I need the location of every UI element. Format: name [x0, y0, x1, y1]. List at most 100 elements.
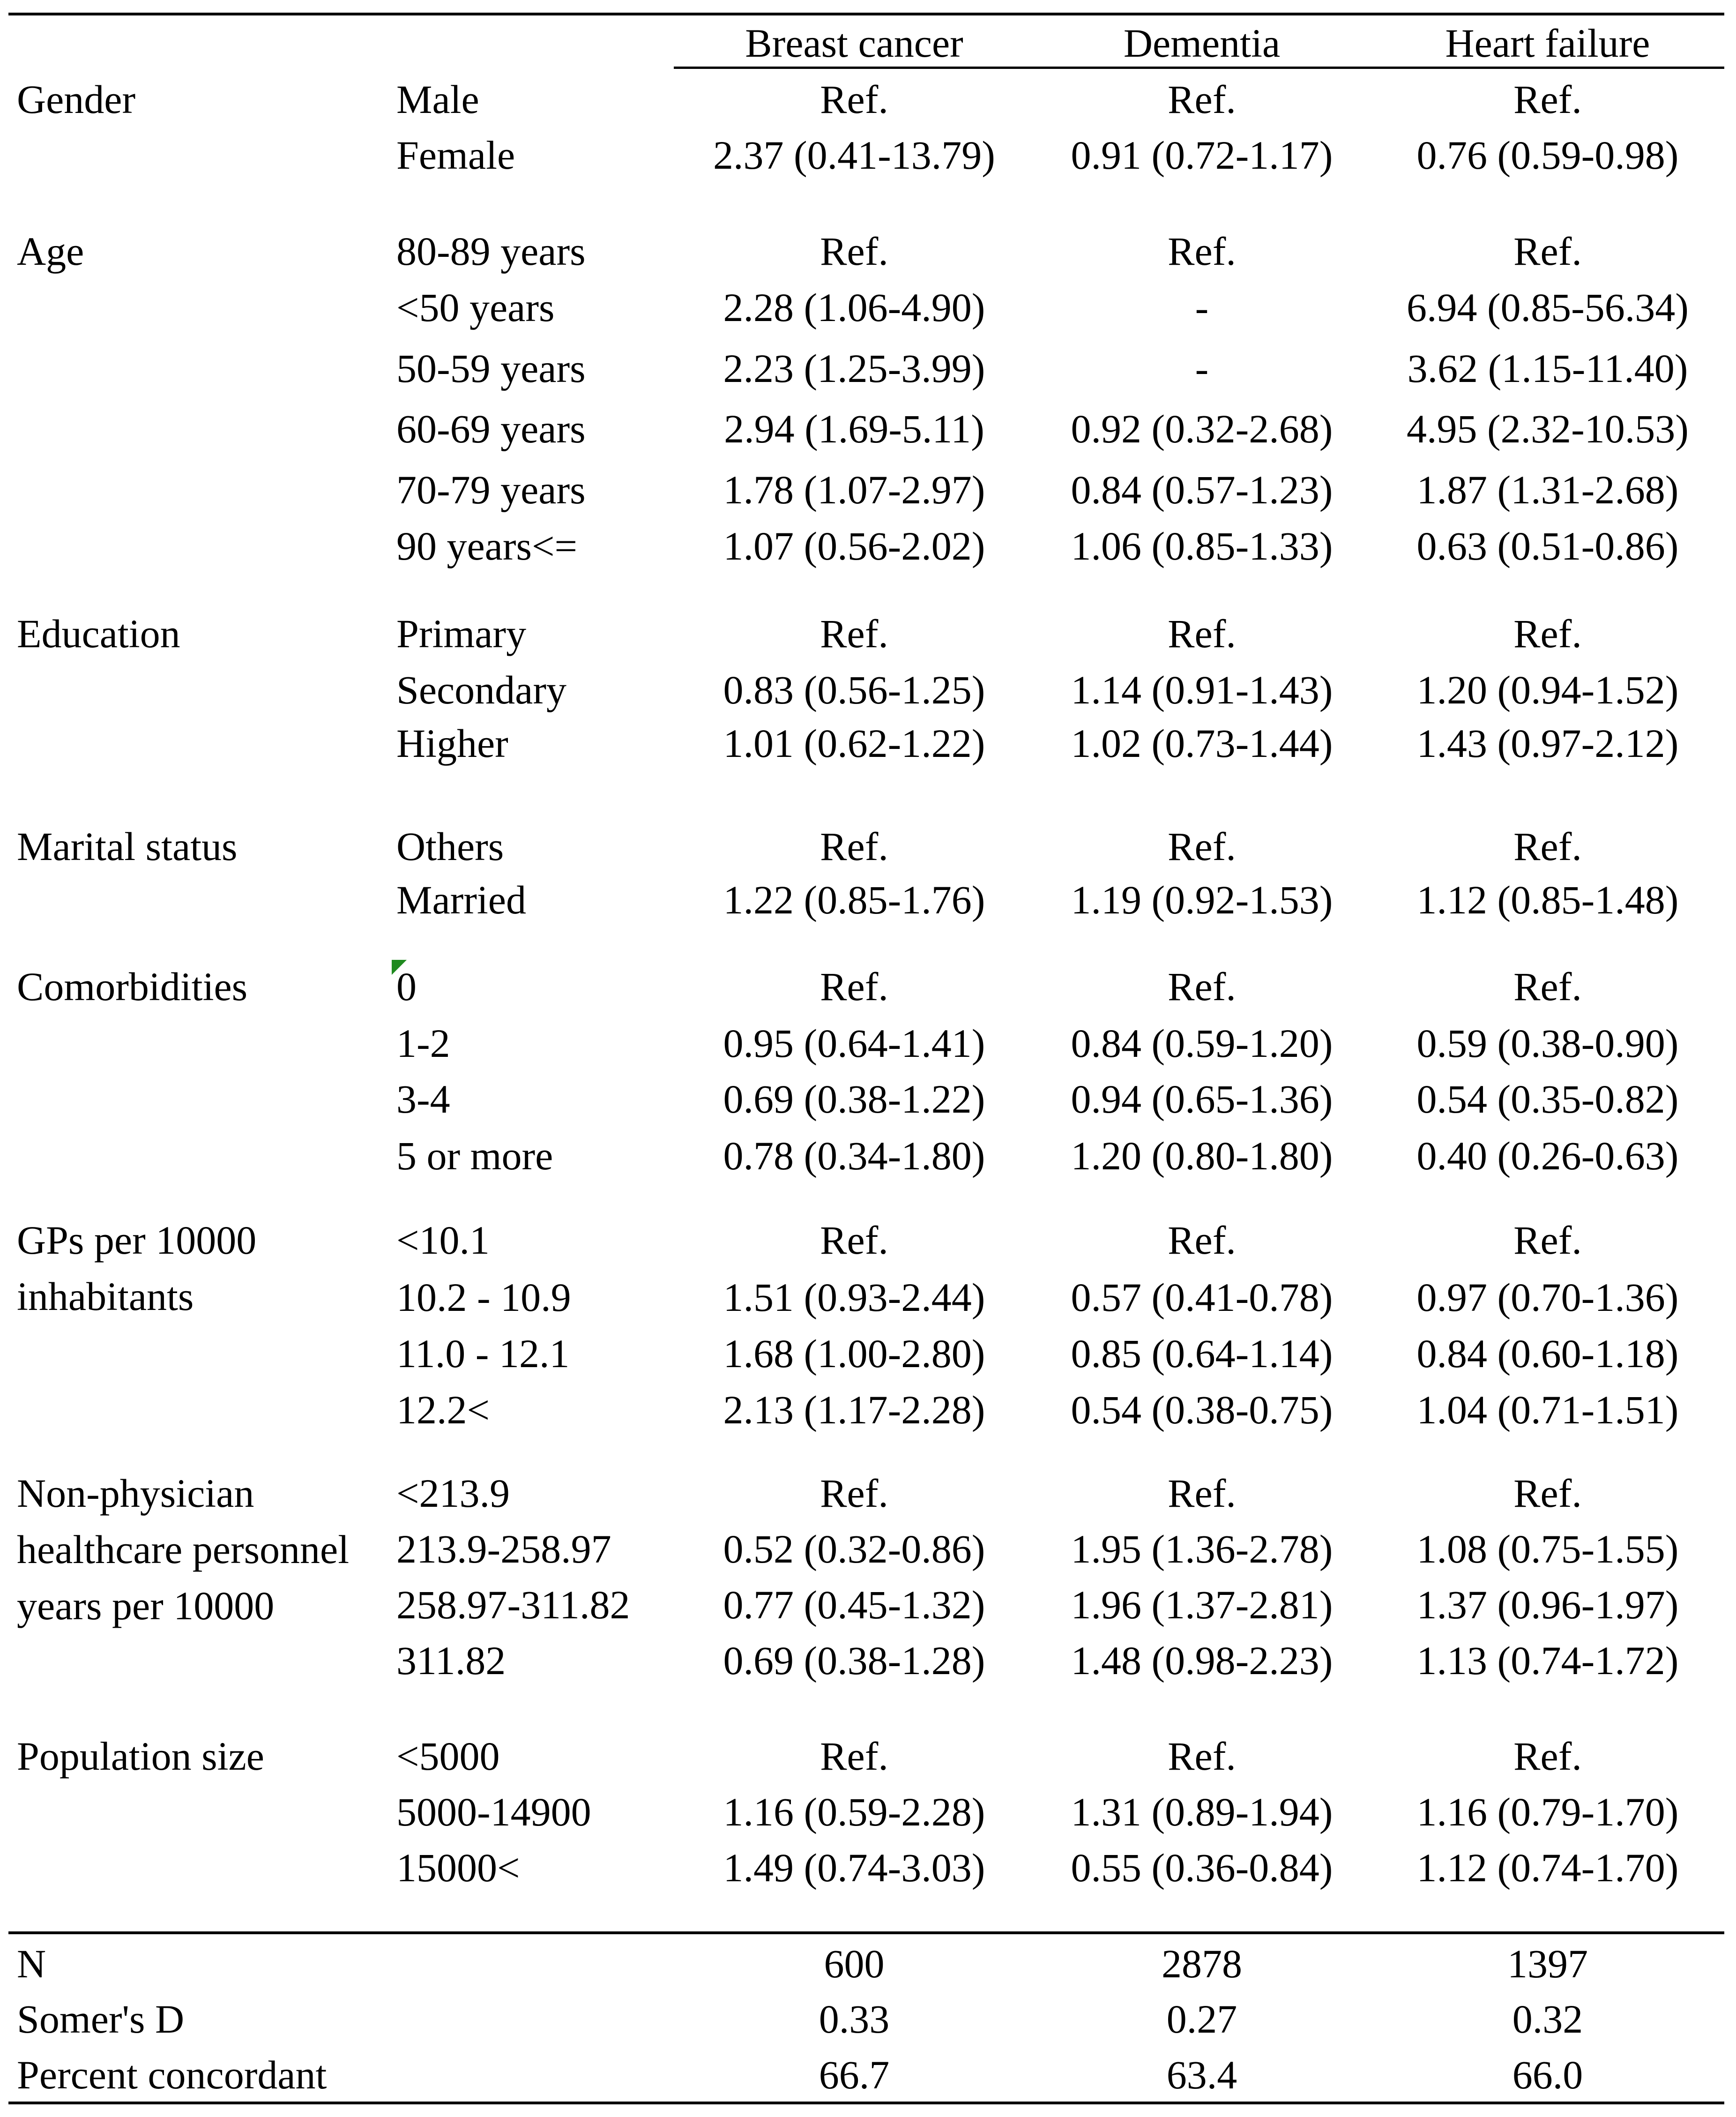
summary-value: 0.33 — [819, 1997, 890, 2042]
category-label: 0 — [396, 964, 417, 1009]
cell-comment-marker — [392, 960, 407, 975]
variable-label: Marital status — [17, 824, 238, 869]
category-label: 258.97-311.82 — [396, 1582, 630, 1627]
odds-ratio-cell: - — [1195, 346, 1209, 391]
odds-ratio-cell: 1.51 (0.93-2.44) — [723, 1275, 985, 1320]
odds-ratio-cell: Ref. — [820, 964, 888, 1009]
category-label: Male — [396, 77, 479, 122]
odds-ratio-cell: Ref. — [1168, 964, 1236, 1009]
odds-ratio-cell: Ref. — [820, 229, 888, 274]
summary-value: 63.4 — [1166, 2052, 1237, 2097]
odds-ratio-cell: Ref. — [820, 1218, 888, 1263]
category-label: 311.82 — [396, 1638, 506, 1683]
odds-ratio-cell: 4.95 (2.32-10.53) — [1407, 406, 1689, 451]
column-header: Heart failure — [1445, 21, 1650, 66]
odds-ratio-cell: 1.31 (0.89-1.94) — [1071, 1789, 1333, 1834]
odds-ratio-cell: 0.85 (0.64-1.14) — [1071, 1331, 1333, 1376]
category-label: Female — [396, 133, 515, 178]
column-header: Breast cancer — [745, 21, 963, 66]
category-label: <10.1 — [396, 1218, 490, 1263]
odds-ratio-cell: 2.28 (1.06-4.90) — [723, 285, 985, 330]
odds-ratio-cell: 1.37 (0.96-1.97) — [1416, 1582, 1679, 1627]
category-label: 5 or more — [396, 1133, 553, 1178]
category-label: 11.0 - 12.1 — [396, 1331, 570, 1376]
category-label: 90 years<= — [396, 524, 577, 569]
odds-ratio-cell: 0.55 (0.36-0.84) — [1071, 1845, 1333, 1890]
odds-ratio-cell: 0.92 (0.32-2.68) — [1071, 406, 1333, 451]
category-label: 12.2< — [396, 1387, 490, 1432]
odds-ratio-cell: 0.59 (0.38-0.90) — [1416, 1021, 1679, 1066]
variable-label: Comorbidities — [17, 964, 248, 1009]
variable-label: Non-physician — [17, 1471, 254, 1516]
odds-ratio-cell: Ref. — [1168, 611, 1236, 656]
odds-ratio-cell: Ref. — [820, 1734, 888, 1779]
odds-ratio-cell: 0.40 (0.26-0.63) — [1416, 1133, 1679, 1178]
odds-ratio-cell: Ref. — [1513, 77, 1582, 122]
variable-label: years per 10000 — [17, 1583, 275, 1628]
odds-ratio-cell: 0.84 (0.59-1.20) — [1071, 1021, 1333, 1066]
odds-ratio-cell: 1.13 (0.74-1.72) — [1416, 1638, 1679, 1683]
summary-value: 66.7 — [819, 2052, 890, 2097]
odds-ratio-cell: Ref. — [1168, 824, 1236, 869]
header-underline — [674, 67, 1724, 69]
odds-ratio-cell: 1.12 (0.74-1.70) — [1416, 1845, 1679, 1890]
summary-value: 600 — [824, 1941, 885, 1986]
odds-ratio-cell: Ref. — [1513, 611, 1582, 656]
odds-ratio-cell: 0.95 (0.64-1.41) — [723, 1021, 985, 1066]
odds-ratio-cell: 1.95 (1.36-2.78) — [1071, 1526, 1333, 1571]
odds-ratio-cell: 0.57 (0.41-0.78) — [1071, 1275, 1333, 1320]
summary-value: 2878 — [1162, 1941, 1242, 1986]
odds-ratio-cell: 1.08 (0.75-1.55) — [1416, 1526, 1679, 1571]
odds-ratio-cell: 0.77 (0.45-1.32) — [723, 1582, 985, 1627]
odds-ratio-cell: Ref. — [1513, 964, 1582, 1009]
odds-ratio-cell: Ref. — [1513, 1734, 1582, 1779]
odds-ratio-cell: 2.13 (1.17-2.28) — [723, 1387, 985, 1432]
odds-ratio-cell: 0.54 (0.35-0.82) — [1416, 1077, 1679, 1122]
odds-ratio-cell: 0.91 (0.72-1.17) — [1071, 133, 1333, 178]
odds-ratio-cell: Ref. — [1513, 824, 1582, 869]
odds-ratio-cell: Ref. — [1513, 1471, 1582, 1516]
category-label: 50-59 years — [396, 346, 586, 391]
odds-ratio-cell: 1.04 (0.71-1.51) — [1416, 1387, 1679, 1432]
category-label: 10.2 - 10.9 — [396, 1275, 571, 1320]
variable-label: GPs per 10000 — [17, 1218, 257, 1263]
odds-ratio-cell: Ref. — [1513, 1218, 1582, 1263]
odds-ratio-cell: - — [1195, 285, 1209, 330]
odds-ratio-cell: 0.78 (0.34-1.80) — [723, 1133, 985, 1178]
category-label: Others — [396, 824, 504, 869]
category-label: <5000 — [396, 1734, 500, 1779]
odds-ratio-cell: 1.20 (0.80-1.80) — [1071, 1133, 1333, 1178]
variable-label: Education — [17, 611, 180, 656]
odds-ratio-cell: 1.07 (0.56-2.02) — [723, 524, 985, 569]
odds-ratio-cell: 1.19 (0.92-1.53) — [1071, 877, 1333, 922]
odds-ratio-cell: 1.43 (0.97-2.12) — [1416, 721, 1679, 766]
odds-ratio-cell: 1.78 (1.07-2.97) — [723, 467, 985, 512]
summary-label: Percent concordant — [17, 2052, 327, 2097]
category-label: 5000-14900 — [396, 1789, 591, 1834]
category-label: 15000< — [396, 1845, 520, 1890]
odds-ratio-cell: 0.94 (0.65-1.36) — [1071, 1077, 1333, 1122]
table-bottom-rule — [8, 2102, 1724, 2104]
category-label: <213.9 — [396, 1471, 510, 1516]
odds-ratio-cell: 1.01 (0.62-1.22) — [723, 721, 985, 766]
variable-label: Gender — [17, 77, 136, 122]
odds-ratio-cell: Ref. — [1168, 1734, 1236, 1779]
odds-ratio-cell: 1.87 (1.31-2.68) — [1416, 467, 1679, 512]
odds-ratio-cell: 3.62 (1.15-11.40) — [1407, 346, 1688, 391]
odds-ratio-cell: 2.94 (1.69-5.11) — [724, 406, 984, 451]
odds-ratio-cell: Ref. — [1168, 1218, 1236, 1263]
odds-ratio-cell: 1.06 (0.85-1.33) — [1071, 524, 1333, 569]
odds-ratio-cell: Ref. — [820, 1471, 888, 1516]
odds-ratio-cell: Ref. — [1513, 229, 1582, 274]
category-label: 60-69 years — [396, 406, 586, 451]
odds-ratio-cell: 0.52 (0.32-0.86) — [723, 1526, 985, 1571]
odds-ratio-cell: 1.16 (0.79-1.70) — [1416, 1789, 1679, 1834]
odds-ratio-cell: Ref. — [820, 611, 888, 656]
odds-ratio-cell: 0.84 (0.60-1.18) — [1416, 1331, 1679, 1376]
odds-ratio-cell: 0.84 (0.57-1.23) — [1071, 467, 1333, 512]
odds-ratio-cell: 1.49 (0.74-3.03) — [723, 1845, 985, 1890]
column-header: Dementia — [1123, 21, 1281, 66]
odds-ratio-cell: 0.69 (0.38-1.22) — [723, 1077, 985, 1122]
table-top-rule — [8, 13, 1724, 15]
